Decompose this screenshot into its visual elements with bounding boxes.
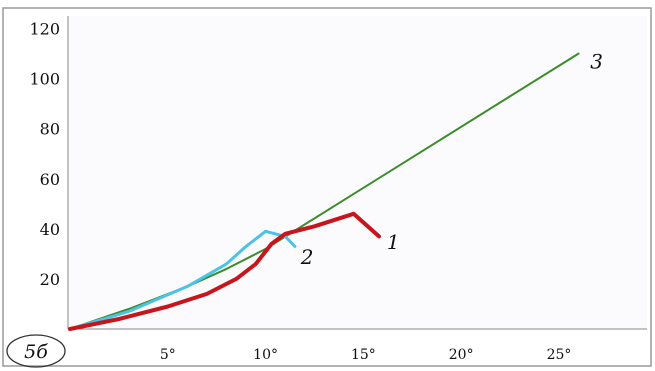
series-line-1 [68,211,381,331]
y-tick-label: 100 [29,70,60,89]
x-tick-labels: 5° 10° 15° 20° 25° [160,347,572,363]
x-tick-label: 20° [449,347,474,363]
y-tick-label: 40 [40,220,60,239]
y-tick-label: 80 [40,120,60,139]
series-label-3: 3 [590,50,603,74]
x-tick-label: 10° [253,347,278,363]
series-label-1: 1 [387,230,400,254]
panel-label-oval [6,334,66,368]
series-line-3 [69,52,580,330]
series-label-2: 2 [300,245,314,269]
x-tick-label: 5° [160,347,176,363]
series-lines [68,52,580,331]
y-tick-label: 120 [29,20,60,39]
x-tick-label: 25° [547,347,572,363]
panel-label-text: 5б [24,341,48,363]
panel-label: 5б [6,334,66,368]
plot-area-background [68,16,647,329]
outer-frame [2,7,652,367]
x-tick-label: 15° [351,347,376,363]
series-labels: 1 2 3 [300,50,603,269]
y-tick-label: 60 [40,170,60,189]
y-tick-labels: 20 40 60 80 100 120 [29,20,60,289]
y-tick-label: 20 [40,270,60,289]
